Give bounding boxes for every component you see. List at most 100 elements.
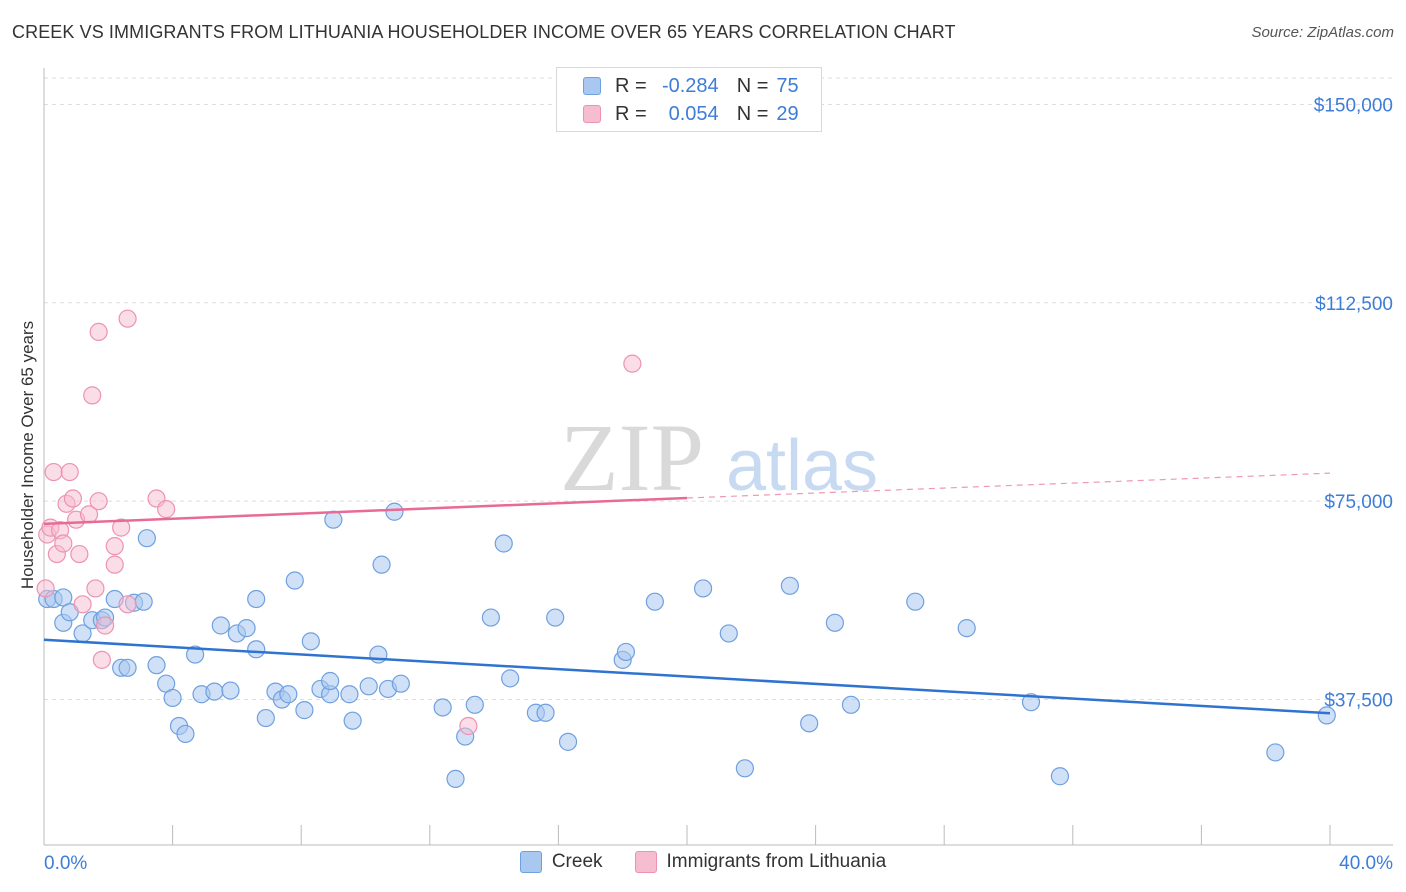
creek-point: [558, 732, 578, 751]
creek-point: [221, 681, 240, 700]
creek-point: [446, 769, 465, 788]
creek-point: [321, 671, 340, 691]
creek-point: [1317, 706, 1336, 725]
legend-row-lith: R = 0.054 N = 29: [583, 100, 799, 128]
creek-point: [616, 642, 636, 662]
creek-point: [205, 682, 224, 701]
creek-point: [465, 695, 484, 714]
x-tick-label: 0.0%: [44, 853, 87, 874]
lith-point: [157, 500, 176, 519]
n-label: N =: [736, 102, 769, 125]
watermark-atlas: atlas: [726, 426, 878, 506]
lith-point: [60, 462, 79, 482]
lith-point: [89, 492, 108, 511]
creek-point: [359, 677, 378, 696]
lith-point: [105, 537, 124, 556]
creek-point: [279, 685, 298, 704]
lith-point: [623, 354, 642, 373]
chart-title: CREEK VS IMMIGRANTS FROM LITHUANIA HOUSE…: [12, 22, 956, 42]
lith-point: [105, 555, 124, 574]
creek-point: [163, 688, 182, 708]
creek-point: [719, 624, 738, 643]
lith-legend-swatch: [634, 851, 657, 873]
creek-point: [301, 632, 320, 651]
lith-point: [118, 309, 137, 328]
creek-point: [391, 674, 410, 693]
legend-row-creek: R = -0.284 N = 75: [583, 72, 799, 100]
y-tick-label: $112,500: [1315, 294, 1393, 315]
creek-point: [256, 708, 275, 728]
creek-point: [906, 592, 925, 611]
creek-point: [385, 502, 404, 521]
lith-swatch: [583, 105, 601, 123]
creek-point: [211, 616, 230, 635]
creek-point: [800, 714, 819, 733]
r-label: R =: [615, 102, 647, 125]
lith-point: [86, 579, 105, 598]
lith-point: [459, 716, 478, 736]
creek-point: [137, 529, 156, 548]
lith-point: [118, 595, 137, 614]
creek-point: [247, 640, 266, 659]
legend-item-creek: Creek: [519, 851, 603, 873]
creek-point: [343, 711, 362, 730]
creek-legend-swatch: [519, 851, 542, 873]
creek-point: [147, 656, 166, 675]
creek-point: [494, 534, 513, 553]
creek-legend-label: Creek: [551, 851, 603, 872]
creek-point: [247, 589, 266, 609]
lith-point: [95, 616, 115, 635]
creek-point: [1050, 767, 1070, 786]
creek-n-value: 75: [776, 74, 799, 97]
lith-point: [44, 462, 63, 482]
lith-point: [92, 650, 111, 669]
creek-point: [536, 703, 555, 722]
creek-point: [841, 695, 861, 714]
creek-point: [285, 571, 304, 590]
creek-point: [176, 724, 195, 744]
y-axis-label: Householder Income Over 65 years: [18, 320, 37, 590]
creek-point: [481, 608, 500, 627]
creek-point: [693, 579, 713, 598]
n-label: N =: [736, 74, 769, 97]
lith-trend-extension: [686, 472, 1331, 499]
r-label: R =: [615, 74, 647, 97]
creek-point: [546, 608, 565, 627]
lith-point: [73, 595, 92, 614]
y-tick-label: $150,000: [1314, 95, 1393, 116]
creek-point: [134, 592, 153, 611]
creek-point: [825, 613, 844, 632]
creek-point: [780, 576, 799, 595]
lith-point: [63, 489, 83, 508]
watermark-zip: ZIP: [560, 404, 704, 511]
lith-point: [70, 544, 89, 564]
creek-point: [372, 555, 391, 574]
lith-trend-line: [43, 496, 688, 526]
source-label: Source: ZipAtlas.com: [1251, 24, 1394, 41]
creek-point: [237, 619, 256, 638]
lith-point: [36, 579, 55, 598]
lith-point: [54, 534, 73, 553]
creek-point: [340, 685, 359, 704]
creek-point: [369, 645, 388, 664]
creek-swatch: [583, 77, 601, 95]
creek-trend-line: [43, 638, 1331, 715]
creek-point: [186, 645, 205, 664]
y-tick-label: $37,500: [1324, 691, 1393, 712]
series-legend: Creek Immigrants from Lithuania: [0, 851, 1406, 873]
creek-point: [1266, 743, 1285, 762]
lith-point: [89, 322, 108, 342]
creek-point: [645, 592, 664, 611]
creek-point: [118, 658, 137, 677]
legend-item-lith: Immigrants from Lithuania: [634, 851, 887, 873]
lith-legend-label: Immigrants from Lithuania: [666, 851, 887, 872]
lith-point: [112, 518, 131, 537]
creek-point: [1021, 693, 1041, 712]
creek-point: [735, 759, 754, 778]
creek-point: [433, 698, 452, 717]
lith-r-value: 0.054: [668, 102, 719, 125]
correlation-legend: R = -0.284 N = 75 R = 0.054 N = 29: [556, 67, 822, 132]
lith-point: [83, 386, 102, 405]
y-tick-label: $75,000: [1324, 492, 1393, 513]
